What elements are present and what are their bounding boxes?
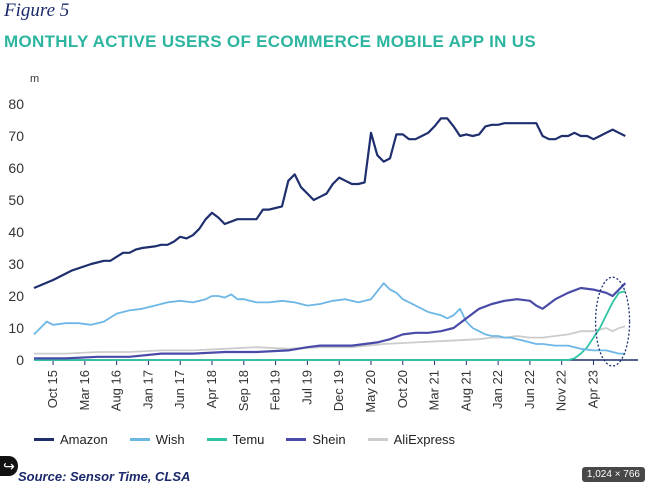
x-tick-label: Aug 21 <box>458 370 473 411</box>
x-tick-label: Dec 19 <box>331 370 346 411</box>
chart-title: MONTHLY ACTIVE USERS OF ECOMMERCE MOBILE… <box>4 32 536 51</box>
series-line-temu <box>34 290 626 361</box>
series-line-amazon <box>33 117 626 290</box>
source-note: Source: Sensor Time, CLSA <box>18 469 191 484</box>
legend-swatch-temu <box>206 438 227 441</box>
legend-item-amazon: Amazon <box>34 432 108 447</box>
y-tick-label: 40 <box>8 224 24 240</box>
y-tick-label: 0 <box>16 352 24 368</box>
series-line-shein <box>34 282 627 360</box>
series-line-aliexpress <box>34 325 626 355</box>
figure-label: Figure 5 <box>4 0 70 21</box>
legend-swatch-amazon <box>34 438 54 441</box>
y-tick-label: 30 <box>8 256 24 272</box>
legend: Amazon Wish Temu Shein AliExpress <box>34 432 455 447</box>
y-tick-label: 20 <box>8 288 24 304</box>
y-tick-label: 60 <box>8 160 24 176</box>
x-tick-label: Mar 16 <box>77 370 92 410</box>
x-tick-label: Nov 22 <box>554 370 569 411</box>
legend-label-wish: Wish <box>155 432 185 447</box>
image-size-badge: 1,024 × 766 <box>581 467 645 482</box>
x-tick-label: Oct 15 <box>45 370 60 408</box>
chart-area: m 0 10 20 30 40 50 60 70 80 Oct 15 Mar 16 Aug 16 Jan … <box>0 60 649 435</box>
x-tick-label: Apr 18 <box>204 370 219 408</box>
x-tick-label: Feb 19 <box>268 370 283 410</box>
legend-label-temu: Temu <box>232 432 265 447</box>
legend-item-temu: Temu <box>206 432 265 447</box>
y-tick-label: 50 <box>8 192 24 208</box>
legend-label-aliexpress: AliExpress <box>393 432 456 447</box>
x-tick-label: Jun 22 <box>522 370 537 409</box>
x-tick-label: Apr 23 <box>585 370 600 408</box>
highlight-ellipse <box>594 276 631 367</box>
legend-item-wish: Wish <box>129 432 185 447</box>
x-tick-label: May 20 <box>363 370 378 413</box>
y-unit-label: m <box>30 73 39 85</box>
y-tick-label: 70 <box>8 128 24 144</box>
y-tick-label: 10 <box>8 320 24 336</box>
x-tick-label: Aug 16 <box>109 370 124 411</box>
share-icon[interactable]: ↪ <box>0 456 18 476</box>
x-tick-label: Mar 21 <box>427 370 442 410</box>
x-tick-label: Jul 19 <box>299 370 314 405</box>
legend-label-amazon: Amazon <box>60 432 108 447</box>
legend-swatch-aliexpress <box>367 438 388 441</box>
x-tick-label: Oct 20 <box>395 370 410 408</box>
legend-label-shein: Shein <box>312 432 346 447</box>
legend-swatch-wish <box>129 438 150 441</box>
legend-swatch-shein <box>286 438 307 441</box>
y-tick-label: 80 <box>8 96 24 112</box>
series-line-wish <box>33 282 626 355</box>
x-tick-label: Sep 18 <box>236 370 251 411</box>
legend-item-shein: Shein <box>286 432 346 447</box>
x-tick-label: Jan 17 <box>140 370 155 409</box>
x-tick-label: Jun 17 <box>172 370 187 409</box>
x-tick-label: Jan 22 <box>490 370 505 409</box>
legend-item-aliexpress: AliExpress <box>367 432 456 447</box>
line-chart: m 0 10 20 30 40 50 60 70 80 Oct 15 Mar 16 Aug 16 Jan … <box>8 73 638 413</box>
